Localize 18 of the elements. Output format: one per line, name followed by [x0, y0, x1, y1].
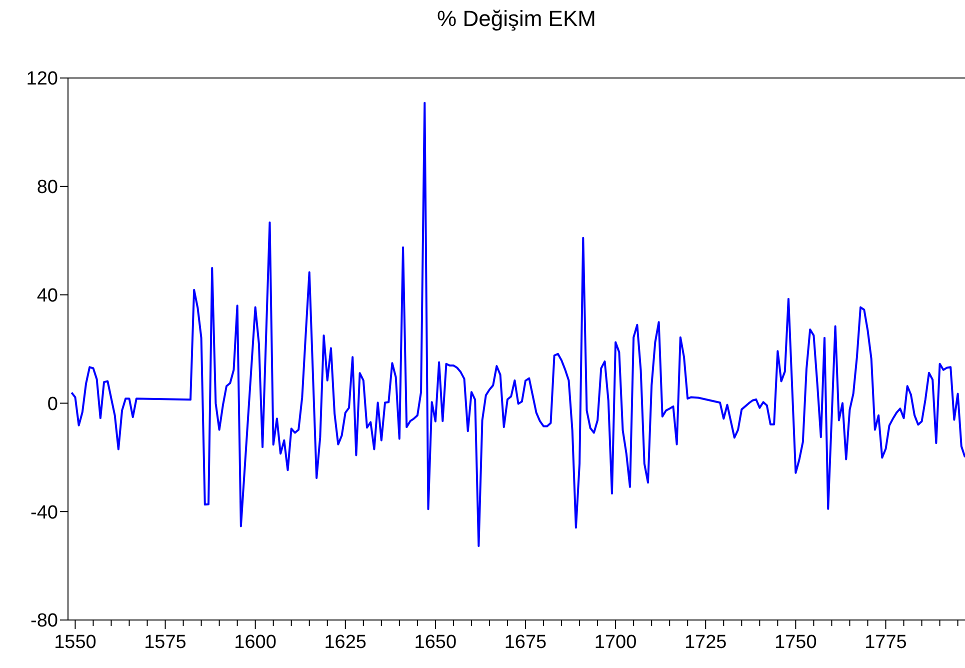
x-tick-label: 1575	[144, 632, 186, 653]
chart-title: % Değişim EKM	[436, 6, 597, 32]
x-tick-label: 1700	[594, 632, 637, 653]
line-series	[70, 102, 965, 548]
x-tick-label: 1650	[414, 632, 457, 653]
x-tick-label: 1600	[234, 632, 276, 653]
x-tick-label: 1725	[684, 632, 727, 653]
x-tick-label: 1750	[774, 632, 817, 653]
y-tick-label: -40	[30, 502, 58, 524]
y-tick-label: 0	[47, 394, 58, 415]
x-tick-label: 1775	[864, 632, 907, 653]
y-tick-label: 120	[26, 68, 58, 90]
y-tick-label: 40	[36, 286, 58, 307]
y-tick-label: -80	[30, 610, 58, 632]
x-tick-label: 1550	[54, 632, 96, 653]
x-tick-label: 1675	[504, 632, 547, 653]
y-tick-label: 80	[36, 177, 58, 198]
x-tick-label: 1625	[324, 632, 367, 653]
